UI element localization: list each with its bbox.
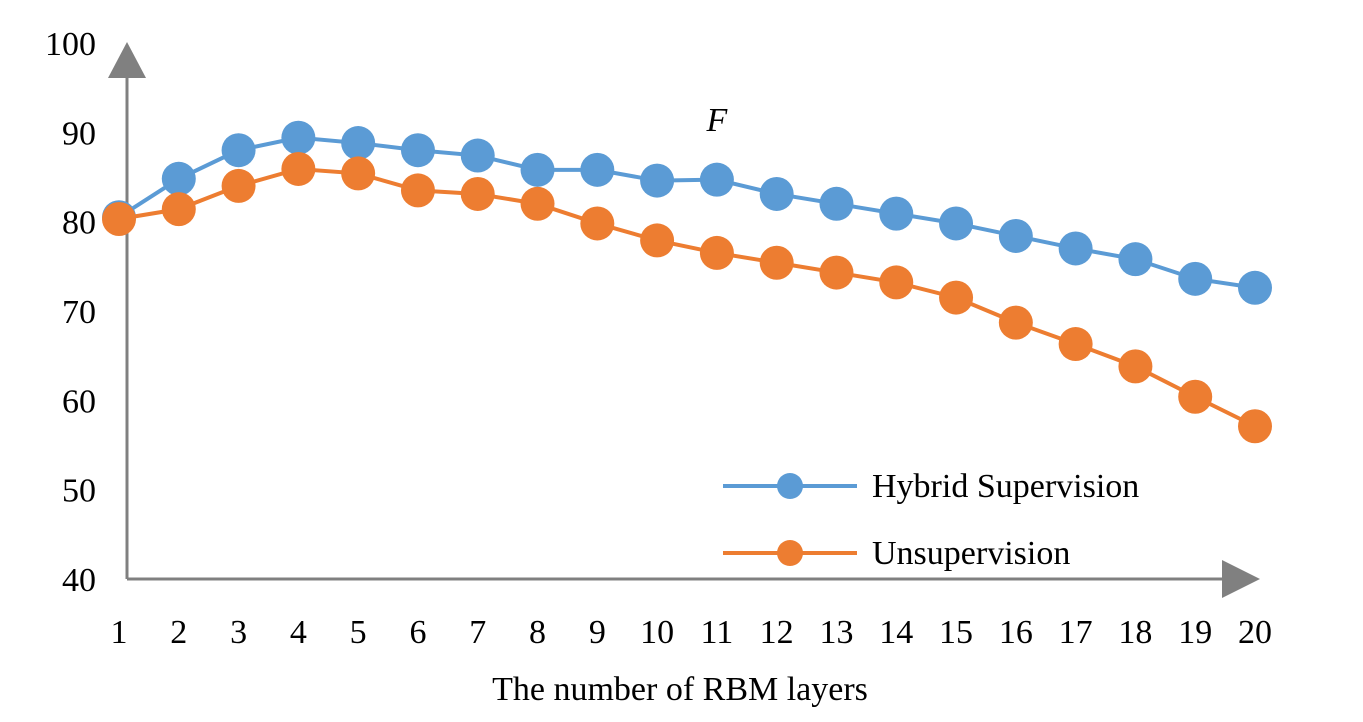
data-point: [520, 186, 555, 221]
x-tick-label: 19: [1178, 614, 1212, 651]
legend-item: Hybrid Supervision: [723, 468, 1139, 505]
x-tick-label: 13: [819, 614, 853, 651]
data-point: [460, 176, 495, 211]
series-1: [102, 120, 1272, 305]
axes: [108, 42, 1260, 598]
data-point: [1058, 327, 1093, 362]
x-tick-label: 8: [529, 614, 546, 651]
data-point: [1178, 261, 1213, 296]
x-tick-label: 5: [350, 614, 367, 651]
legend-label: Hybrid Supervision: [872, 468, 1139, 505]
y-axis-arrow: [108, 42, 146, 78]
data-point: [699, 235, 734, 270]
data-point: [221, 168, 256, 203]
x-tick-label: 11: [701, 614, 734, 651]
data-point: [580, 206, 615, 241]
data-point: [998, 305, 1033, 340]
legend-item: Unsupervision: [723, 535, 1070, 572]
y-tick-label: 90: [62, 115, 96, 152]
series-2: [102, 151, 1272, 444]
data-point: [281, 120, 316, 155]
y-tick-label: 100: [45, 26, 96, 63]
y-tick-labels: 40 50 60 70 80 90 100: [45, 26, 96, 599]
data-point: [759, 176, 794, 211]
data-point: [460, 138, 495, 173]
data-point: [699, 162, 734, 197]
x-tick-label: 14: [879, 614, 913, 651]
data-point: [759, 245, 794, 280]
x-axis-arrow: [1222, 560, 1260, 598]
x-tick-label: 18: [1118, 614, 1152, 651]
x-tick-label: 9: [589, 614, 606, 651]
data-point: [580, 152, 615, 187]
data-point: [939, 206, 974, 241]
x-tick-labels: 1 2 3 4 5 6 7 8 9 10 11 12 13 14 15 16 17 18 19 20: [111, 614, 1273, 651]
data-point: [1178, 379, 1213, 414]
legend-marker: [777, 540, 803, 566]
data-point: [640, 223, 675, 258]
y-tick-label: 60: [62, 383, 96, 420]
series-layer: [102, 120, 1272, 444]
x-tick-label: 1: [111, 614, 128, 651]
data-point: [281, 151, 316, 186]
legend-label: Unsupervision: [872, 535, 1070, 572]
x-tick-label: 20: [1238, 614, 1272, 651]
data-point: [1118, 242, 1153, 277]
chart-annotation: F: [706, 102, 729, 139]
x-tick-label: 6: [409, 614, 426, 651]
data-point: [1238, 270, 1272, 305]
x-axis-title: The number of RBM layers: [492, 671, 868, 708]
x-tick-label: 2: [170, 614, 187, 651]
data-point: [1118, 349, 1153, 384]
data-point: [879, 196, 914, 231]
data-point: [879, 265, 914, 300]
data-point: [102, 201, 136, 236]
data-point: [819, 255, 854, 290]
data-point: [939, 280, 974, 315]
data-point: [161, 192, 196, 227]
x-tick-label: 7: [469, 614, 486, 651]
x-tick-label: 4: [290, 614, 307, 651]
y-tick-label: 70: [62, 294, 96, 331]
data-point: [341, 126, 376, 161]
x-tick-label: 17: [1059, 614, 1093, 651]
data-point: [998, 218, 1033, 253]
data-point: [221, 133, 256, 168]
data-point: [819, 186, 854, 221]
data-point: [161, 161, 196, 196]
legend: Hybrid Supervision Unsupervision: [723, 468, 1139, 572]
y-tick-label: 40: [62, 562, 96, 599]
legend-marker: [777, 473, 803, 499]
data-point: [640, 163, 675, 198]
x-tick-label: 10: [640, 614, 674, 651]
data-point: [341, 156, 376, 191]
data-point: [1058, 231, 1093, 266]
x-tick-label: 12: [760, 614, 794, 651]
x-tick-label: 16: [999, 614, 1033, 651]
y-tick-label: 80: [62, 205, 96, 242]
data-point: [400, 133, 435, 168]
x-tick-label: 15: [939, 614, 973, 651]
data-point: [1238, 409, 1272, 444]
x-tick-label: 3: [230, 614, 247, 651]
data-point: [520, 152, 555, 187]
y-tick-label: 50: [62, 473, 96, 510]
series-line: [118, 166, 1256, 429]
data-point: [400, 173, 435, 208]
